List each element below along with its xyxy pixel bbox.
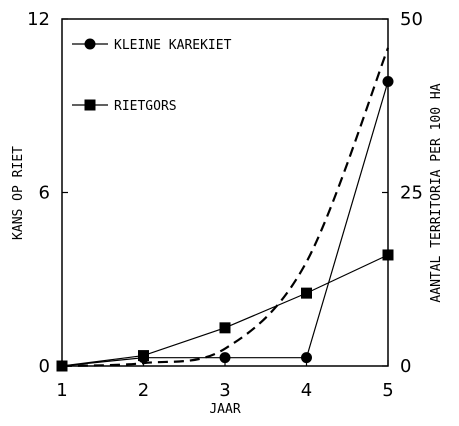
legend-label-rietgors: RIETGORS	[114, 99, 177, 114]
legend: KLEINE KAREKIET RIETGORS	[72, 38, 232, 114]
data-point-square	[301, 287, 312, 299]
y-left-tick-label: 6	[39, 183, 50, 204]
data-point-square	[138, 350, 149, 362]
y-axis-label-left: KANS OP RIET	[11, 146, 26, 240]
legend-marker-circle	[84, 38, 96, 50]
data-point-circle	[301, 352, 312, 364]
legend-label-kleine-karekiet: KLEINE KAREKIET	[114, 38, 232, 53]
data-point-square	[56, 360, 68, 372]
y-right-tick-label: 50	[400, 9, 423, 30]
legend-item-rietgors: RIETGORS	[72, 99, 177, 114]
legend-item-kleine-karekiet: KLEINE KAREKIET	[72, 38, 232, 53]
series-lines	[61, 47, 390, 368]
series-markers	[56, 75, 394, 372]
data-point-circle	[219, 352, 231, 364]
y-left-tick-label: 0	[39, 356, 50, 377]
data-point-square	[219, 322, 231, 334]
x-axis-label: JAAR	[209, 402, 240, 417]
x-tick-label: 4	[301, 380, 312, 401]
y-axis-label-right: AANTAL TERRITORIA PER 100 HA	[429, 83, 444, 302]
legend-marker-square	[84, 99, 96, 111]
x-tick-label: 3	[219, 380, 230, 401]
y-right-tick-label: 25	[400, 183, 423, 204]
x-tick-label: 5	[382, 380, 393, 401]
x-tick-label: 2	[138, 380, 149, 401]
series-line-dashed	[61, 47, 390, 368]
data-point-square	[382, 249, 394, 261]
data-point-circle	[382, 75, 394, 87]
plot-frame	[61, 18, 389, 367]
y-left-tick-label: 12	[27, 9, 50, 30]
x-tick-label: 1	[56, 380, 67, 401]
y-right-tick-label: 0	[400, 356, 411, 377]
